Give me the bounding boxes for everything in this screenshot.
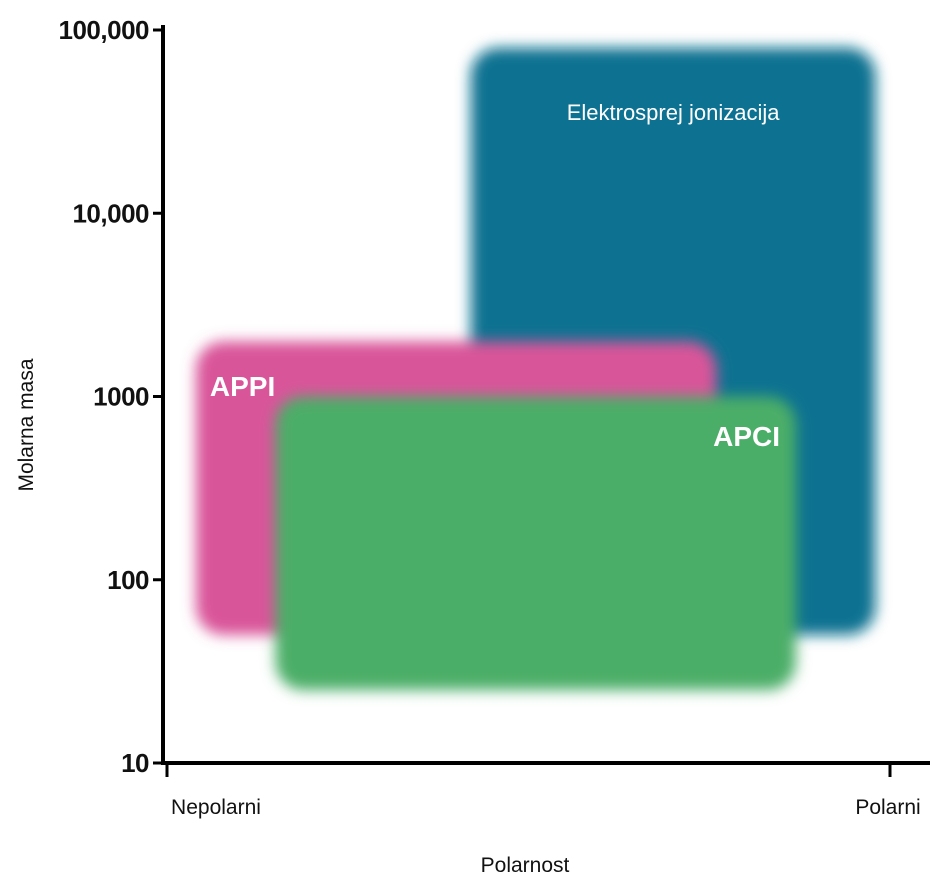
y-ticks: 10 100 1000 10,000 100,000 [59,15,163,778]
y-tick-label: 100 [107,565,149,595]
y-tick-label: 10,000 [72,198,149,228]
x-tick-label: Nepolarni [171,796,261,819]
x-tick-label: Polarni [855,796,920,819]
x-axis-title: Polarnost [481,854,570,877]
regions: Elektrosprej jonizacija APPI APCI [195,47,876,691]
y-axis-title: Molarna masa [15,358,38,491]
y-tick-label: 1000 [93,382,149,412]
region-apci [275,396,797,691]
y-tick-label: 100,000 [59,15,150,45]
region-label-elektrosprej-jonizacija: Elektrosprej jonizacija [567,100,781,125]
y-tick-label: 10 [121,748,149,778]
region-label-apci: APCI [713,421,780,452]
region-label-appi: APPI [210,371,275,402]
x-ticks: Nepolarni Polarni [165,763,921,819]
